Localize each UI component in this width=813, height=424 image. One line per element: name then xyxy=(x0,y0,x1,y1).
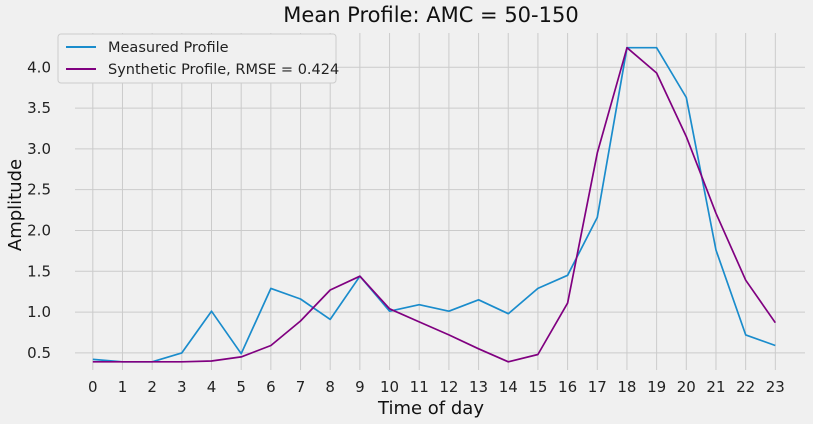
y-tick-label: 3.0 xyxy=(27,140,51,158)
x-tick-label: 17 xyxy=(588,378,607,396)
x-tick-label: 18 xyxy=(617,378,636,396)
x-tick-label: 8 xyxy=(325,378,335,396)
x-tick-label: 7 xyxy=(296,378,306,396)
legend: Measured Profile Synthetic Profile, RMSE… xyxy=(57,33,339,84)
y-tick-label: 0.5 xyxy=(27,344,51,362)
x-tick-label: 3 xyxy=(177,378,187,396)
plot-area xyxy=(75,33,805,370)
x-tick-label: 0 xyxy=(88,378,98,396)
x-axis-label: Time of day xyxy=(377,398,484,419)
x-tick-label: 9 xyxy=(355,378,365,396)
y-tick-label: 1.5 xyxy=(27,262,51,280)
y-tick-label: 1.0 xyxy=(27,303,51,321)
x-tick-label: 21 xyxy=(706,378,725,396)
series-line-0 xyxy=(92,46,776,363)
y-tick-labels: 0.5 1.0 1.5 2.0 2.5 3.0 3.5 4.0 xyxy=(27,58,51,362)
series-lines xyxy=(92,46,776,363)
x-tick-label: 5 xyxy=(236,378,246,396)
y-tick-label: 3.5 xyxy=(27,99,51,117)
x-tick-label: 2 xyxy=(147,378,157,396)
x-tick-label: 16 xyxy=(558,378,577,396)
x-tick-label: 14 xyxy=(499,378,518,396)
x-tick-labels: 0 1 2 3 4 5 6 7 8 9 10 11 12 13 14 15 16 17 18 19 20 21 22 23 xyxy=(88,378,785,396)
grid-lines xyxy=(75,33,805,370)
x-tick-label: 22 xyxy=(736,378,755,396)
x-tick-label: 23 xyxy=(766,378,785,396)
x-tick-label: 11 xyxy=(410,378,429,396)
series-line-1 xyxy=(92,46,776,363)
x-tick-label: 1 xyxy=(118,378,128,396)
y-axis-label: Amplitude xyxy=(5,159,26,251)
chart-title: Mean Profile: AMC = 50-150 xyxy=(283,3,578,27)
y-tick-label: 2.0 xyxy=(27,221,51,239)
x-tick-label: 4 xyxy=(207,378,217,396)
legend-label-synthetic: Synthetic Profile, RMSE = 0.424 xyxy=(108,62,339,78)
x-tick-label: 10 xyxy=(380,378,399,396)
x-tick-label: 13 xyxy=(469,378,488,396)
x-tick-label: 15 xyxy=(528,378,547,396)
y-tick-label: 2.5 xyxy=(27,181,51,199)
legend-box xyxy=(57,33,337,84)
x-tick-label: 12 xyxy=(439,378,458,396)
x-tick-label: 6 xyxy=(266,378,276,396)
x-tick-label: 20 xyxy=(677,378,696,396)
legend-label-measured: Measured Profile xyxy=(108,40,229,56)
x-tick-label: 19 xyxy=(647,378,666,396)
y-tick-label: 4.0 xyxy=(27,58,51,76)
